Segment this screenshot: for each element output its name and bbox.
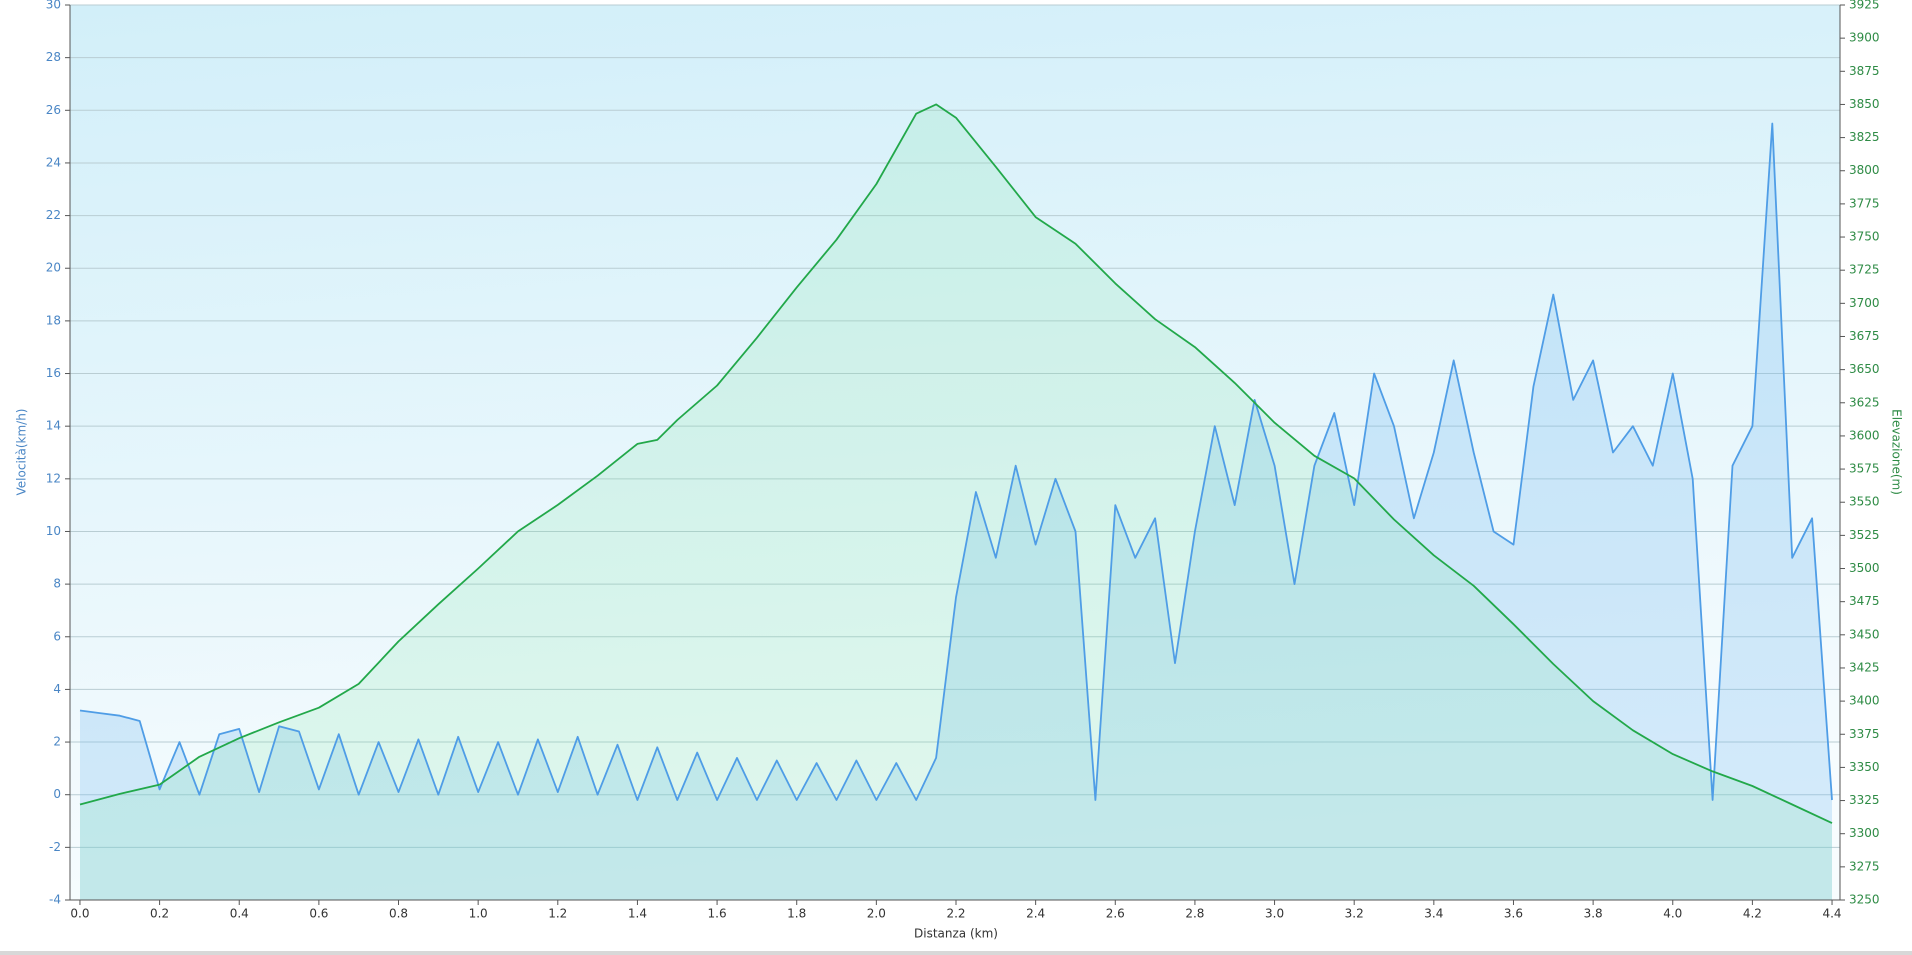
- y2-tick-label: 3925: [1849, 0, 1880, 12]
- y-tick-label: 14: [46, 419, 61, 433]
- x-tick-label: 2.8: [1185, 907, 1204, 921]
- x-tick-label: 1.2: [548, 907, 567, 921]
- y-axis-title: Velocità(km/h): [15, 409, 29, 496]
- y2-tick-label: 3275: [1849, 859, 1880, 873]
- x-tick-label: 1.4: [628, 907, 647, 921]
- y2-tick-label: 3900: [1849, 31, 1880, 45]
- y-tick-label: 0: [53, 787, 61, 801]
- y-tick-label: 24: [46, 155, 61, 169]
- x-tick-label: 0.2: [150, 907, 169, 921]
- y2-tick-label: 3300: [1849, 826, 1880, 840]
- plot-area: [70, 5, 1840, 900]
- y2-tick-label: 3600: [1849, 428, 1880, 442]
- y2-tick-label: 3700: [1849, 296, 1880, 310]
- y-tick-label: 12: [46, 471, 61, 485]
- series-area: [80, 104, 1832, 900]
- x-tick-label: 1.6: [708, 907, 727, 921]
- y2-tick-label: 3875: [1849, 64, 1880, 78]
- y2-tick-label: 3450: [1849, 627, 1880, 641]
- y-tick-label: 30: [46, 0, 61, 12]
- y2-tick-label: 3425: [1849, 660, 1880, 674]
- x-tick-label: 2.6: [1106, 907, 1125, 921]
- x-tick-label: 3.4: [1424, 907, 1443, 921]
- y2-tick-label: 3250: [1849, 893, 1880, 907]
- y2-tick-label: 3525: [1849, 528, 1880, 542]
- y-tick-label: 28: [46, 50, 61, 64]
- y2-tick-label: 3725: [1849, 263, 1880, 277]
- series-area: [80, 123, 1832, 900]
- y-tick-label: 18: [46, 313, 61, 327]
- x-tick-label: 2.4: [1026, 907, 1045, 921]
- y-tick-label: 8: [53, 577, 61, 591]
- x-tick-label: 4.0: [1663, 907, 1682, 921]
- y-tick-label: 16: [46, 366, 61, 380]
- lines: [79, 103, 1833, 824]
- y-tick-label: 10: [46, 524, 61, 538]
- y-tick-label: -4: [49, 893, 61, 907]
- y2-tick-label: 3775: [1849, 196, 1880, 210]
- y2-tick-label: 3550: [1849, 495, 1880, 509]
- grid: [70, 4, 1840, 901]
- y-tick-label: 4: [53, 682, 61, 696]
- x-tick-label: 4.4: [1822, 907, 1841, 921]
- x-tick-label: 4.2: [1743, 907, 1762, 921]
- y-tick-label: 2: [53, 735, 61, 749]
- y2-tick-label: 3325: [1849, 793, 1880, 807]
- x-tick-label: 3.8: [1584, 907, 1603, 921]
- x-tick-label: 3.6: [1504, 907, 1523, 921]
- x-tick-label: 0.6: [309, 907, 328, 921]
- y2-tick-label: 3625: [1849, 395, 1880, 409]
- x-tick-label: 2.2: [946, 907, 965, 921]
- y-tick-label: 22: [46, 208, 61, 222]
- y2-tick-label: 3500: [1849, 561, 1880, 575]
- y2-tick-label: 3825: [1849, 130, 1880, 144]
- y2-tick-label: 3750: [1849, 230, 1880, 244]
- x-tick-label: 1.0: [469, 907, 488, 921]
- series-line: [79, 122, 1833, 801]
- y2-axis-title: Elevazione(m): [1890, 409, 1904, 495]
- y2-tick-label: 3800: [1849, 163, 1880, 177]
- x-axis-title: Distanza (km): [914, 927, 998, 941]
- bottom-border: [0, 951, 1912, 955]
- x-tick-label: 3.0: [1265, 907, 1284, 921]
- x-tick-label: 0.8: [389, 907, 408, 921]
- y2-tick-label: 3675: [1849, 329, 1880, 343]
- y2-tick-label: 3375: [1849, 727, 1880, 741]
- x-tick-label: 0.4: [230, 907, 249, 921]
- areas: [80, 104, 1832, 900]
- x-tick-label: 2.0: [867, 907, 886, 921]
- y2-tick-label: 3575: [1849, 462, 1880, 476]
- y2-tick-label: 3350: [1849, 760, 1880, 774]
- y-tick-label: 26: [46, 103, 61, 117]
- x-tick-label: 3.2: [1345, 907, 1364, 921]
- y2-tick-label: 3400: [1849, 694, 1880, 708]
- y-tick-label: 20: [46, 261, 61, 275]
- axes: -4-2024681012141618202224262830325032753…: [46, 0, 1880, 921]
- y2-tick-label: 3475: [1849, 594, 1880, 608]
- x-tick-label: 0.0: [70, 907, 89, 921]
- series-line: [79, 103, 1833, 824]
- y-tick-label: -2: [49, 840, 61, 854]
- x-tick-label: 1.8: [787, 907, 806, 921]
- y2-tick-label: 3850: [1849, 97, 1880, 111]
- y2-tick-label: 3650: [1849, 362, 1880, 376]
- y-tick-label: 6: [53, 629, 61, 643]
